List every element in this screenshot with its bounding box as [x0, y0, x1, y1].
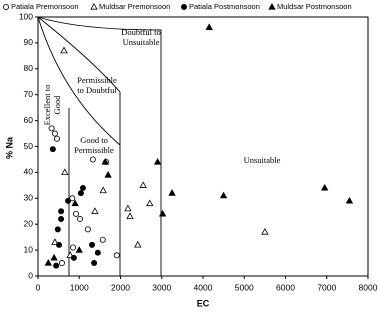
marker-circle	[77, 190, 84, 197]
marker-circle	[70, 254, 77, 261]
annotation-line: Doubtful to	[121, 27, 160, 37]
annotation-line: Good to	[80, 135, 108, 145]
annotation-line: Excellent to	[42, 85, 52, 126]
y-axis-label: % Na	[4, 136, 14, 159]
y-tick-label: 40	[24, 167, 34, 177]
annotation: Permissible to Doubtful	[77, 75, 117, 95]
marker-circle	[51, 130, 58, 137]
marker-circle	[49, 146, 56, 153]
marker-triangle	[345, 196, 354, 204]
marker-circle	[58, 208, 65, 215]
marker-triangle	[91, 207, 99, 214]
marker-triangle	[168, 189, 176, 196]
marker-circle	[113, 252, 120, 259]
y-tick-label: 90	[24, 37, 34, 47]
annotation-line: Good	[52, 95, 62, 115]
legend-marker	[90, 2, 98, 10]
marker-circle	[58, 216, 65, 223]
marker-circle	[99, 236, 106, 243]
x-tick-label: 6000	[276, 282, 295, 292]
marker-triangle	[51, 238, 59, 245]
marker-circle	[79, 184, 86, 191]
marker-circle	[89, 156, 96, 163]
marker-circle	[65, 197, 72, 204]
marker-triangle	[50, 253, 58, 261]
y-tick-label: 100	[19, 11, 33, 21]
marker-circle	[91, 260, 98, 267]
marker-triangle	[124, 204, 132, 212]
marker-circle	[77, 216, 84, 223]
legend-marker	[3, 4, 9, 10]
x-axis-label: EC	[197, 298, 210, 308]
marker-triangle	[139, 181, 147, 188]
boundary-good-permissible	[37, 16, 121, 276]
marker-triangle	[146, 199, 154, 207]
marker-triangle	[44, 259, 52, 266]
marker-triangle	[61, 168, 69, 175]
legend-label: Patiala Postmonsoon	[189, 2, 260, 11]
y-tick-label: 30	[24, 193, 34, 203]
y-tick-label: 50	[24, 141, 34, 151]
marker-circle	[70, 244, 77, 251]
marker-circle	[89, 241, 96, 248]
marker-triangle	[321, 183, 329, 191]
marker-circle	[58, 260, 65, 267]
legend-marker	[180, 4, 187, 10]
marker-circle	[54, 226, 61, 233]
x-tick-label: 1000	[70, 282, 89, 292]
legend-marker	[268, 2, 276, 10]
marker-circle	[53, 135, 60, 142]
marker-triangle	[219, 191, 228, 199]
marker-triangle	[205, 23, 213, 30]
marker-triangle	[75, 246, 83, 253]
marker-circle	[84, 226, 91, 233]
marker-circle	[56, 241, 63, 248]
annotation-line: Permissible	[74, 145, 114, 155]
marker-triangle	[60, 46, 68, 54]
y-tick-label: 10	[24, 244, 34, 254]
y-tick-label: 60	[24, 115, 34, 125]
legend-label: Muldsar Premonsoon	[99, 2, 170, 11]
y-tick-label: 0	[28, 270, 33, 280]
y-tick-label: 20	[24, 218, 34, 228]
annotation-line: Unsuitable	[123, 37, 160, 47]
x-tick-label: 8000	[359, 282, 378, 292]
x-tick-label: 5000	[235, 282, 254, 292]
marker-triangle	[261, 227, 269, 235]
annotation-line: Permissible	[77, 75, 117, 85]
marker-triangle	[153, 158, 162, 165]
x-tick-label: 3000	[152, 282, 171, 292]
marker-circle	[72, 210, 79, 217]
marker-triangle	[99, 186, 107, 194]
y-tick-label: 80	[24, 63, 34, 73]
legend-label: Patiala Premonsoon	[11, 2, 79, 11]
x-tick-label: 2000	[111, 282, 130, 292]
marker-circle	[94, 249, 101, 256]
annotation-line: to Doubtful	[77, 85, 117, 95]
x-tick-label: 0	[36, 282, 41, 292]
x-tick-label: 4000	[194, 282, 213, 292]
annotation: Good to Permissible	[74, 135, 114, 155]
annotation-line: Unsuitable	[244, 155, 281, 165]
y-tick-label: 70	[24, 89, 34, 99]
boundary-permissible-doubtful	[37, 16, 121, 145]
marker-triangle	[126, 212, 134, 220]
legend-label: Muldsar Postmonsoon	[277, 2, 352, 11]
marker-circle	[48, 125, 55, 132]
annotation: Unsuitable	[244, 155, 281, 165]
marker-circle	[53, 262, 60, 269]
annotation: Doubtful to Unsuitable	[121, 27, 160, 47]
region-boundaries	[37, 16, 162, 276]
marker-triangle	[158, 209, 167, 217]
marker-circle	[69, 195, 76, 202]
annotation: Excellent toGood	[42, 85, 62, 126]
x-tick-label: 7000	[317, 282, 336, 292]
marker-triangle	[134, 240, 142, 248]
marker-triangle	[101, 158, 109, 165]
marker-triangle	[71, 199, 79, 207]
marker-triangle	[104, 170, 112, 178]
boundary-doubtful-unsuitable	[37, 16, 162, 276]
